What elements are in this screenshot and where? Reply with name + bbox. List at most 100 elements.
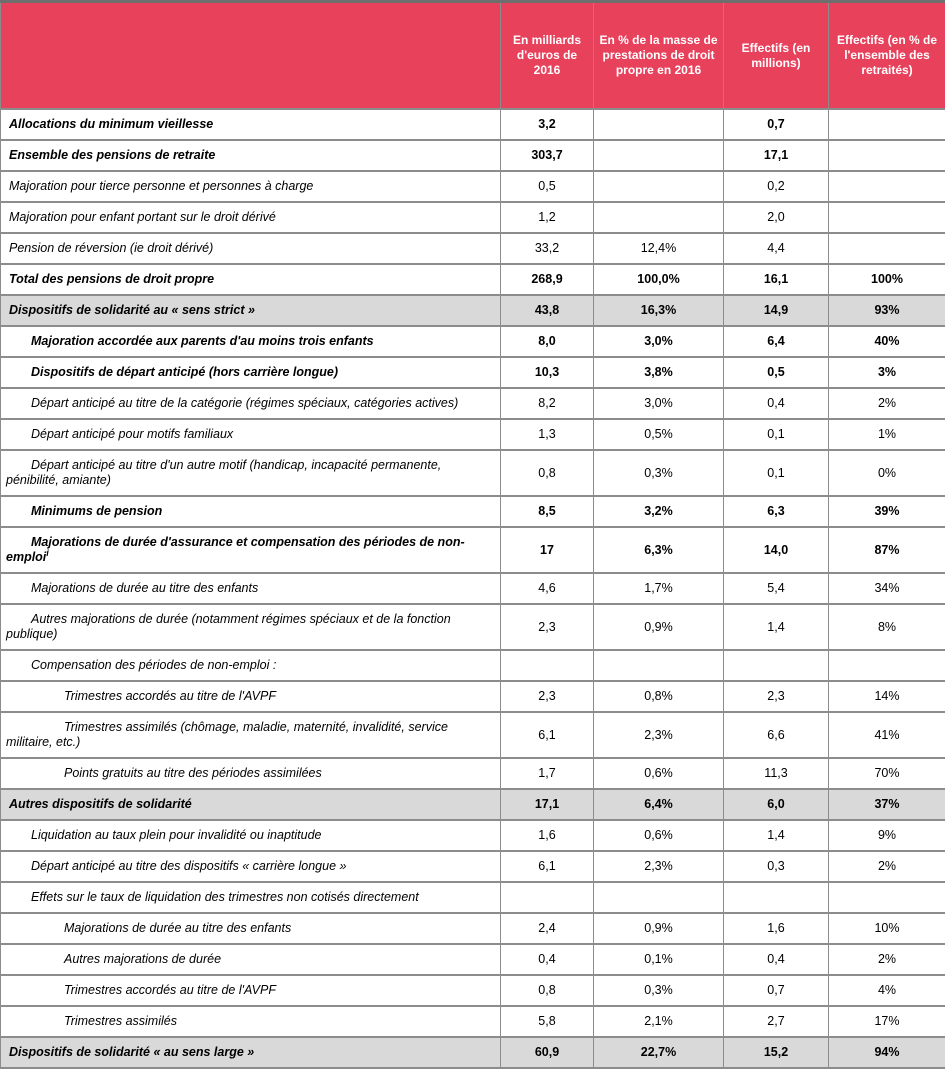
cell-value: 0,3: [723, 850, 829, 882]
table-row: Départ anticipé pour motifs familiaux 1,3…: [0, 418, 945, 450]
cell-value: 87%: [828, 526, 945, 573]
cell-value: 0,2: [723, 170, 829, 202]
cell-value: 34%: [828, 572, 945, 604]
cell-value: 14%: [828, 680, 945, 712]
cell-value: 93%: [828, 294, 945, 326]
cell-value: 17: [500, 526, 594, 573]
cell-value: 0,6%: [593, 757, 724, 789]
table-row: Départ anticipé au titre d'un autre moti…: [0, 449, 945, 496]
column-header: En % de la masse de prestations de droit…: [593, 1, 724, 110]
table-row: Majorations de durée au titre des enfant…: [0, 912, 945, 944]
cell-value: 5,8: [500, 1005, 594, 1037]
cell-value: 39%: [828, 495, 945, 527]
cell-value: 0,7: [723, 974, 829, 1006]
cell-value: 1,7%: [593, 572, 724, 604]
cell-value: 3,2%: [593, 495, 724, 527]
cell-value: 1,6: [723, 912, 829, 944]
cell-value: 2,3%: [593, 711, 724, 758]
table-row: Majoration pour enfant portant sur le dr…: [0, 201, 945, 233]
cell-value: 0%: [828, 449, 945, 496]
cell-value: 1,2: [500, 201, 594, 233]
cell-value: 2%: [828, 850, 945, 882]
row-label: Trimestres assimilés (chômage, maladie, …: [0, 711, 501, 758]
row-label: Trimestres accordés au titre de l'AVPF: [0, 974, 501, 1006]
row-label: Départ anticipé pour motifs familiaux: [0, 418, 501, 450]
table-row: Ensemble des pensions de retraite 303,7 17…: [0, 139, 945, 171]
cell-value: [593, 649, 724, 681]
row-label: Points gratuits au titre des périodes as…: [0, 757, 501, 789]
row-label: Majorations de durée d'assurance et comp…: [0, 526, 501, 573]
cell-value: 0,4: [723, 943, 829, 975]
cell-value: [593, 139, 724, 171]
cell-value: 11,3: [723, 757, 829, 789]
row-label: Majoration accordée aux parents d'au moi…: [0, 325, 501, 357]
cell-value: [828, 881, 945, 913]
cell-value: 3,0%: [593, 387, 724, 419]
header-row: En milliards d'euros de 2016 En % de la m…: [0, 1, 945, 110]
cell-value: 14,9: [723, 294, 829, 326]
cell-value: 0,8: [500, 974, 594, 1006]
cell-value: [828, 649, 945, 681]
table-row: Départ anticipé au titre des dispositifs…: [0, 850, 945, 882]
table-row: Liquidation au taux plein pour invalidit…: [0, 819, 945, 851]
cell-value: 4,6: [500, 572, 594, 604]
cell-value: 0,6%: [593, 819, 724, 851]
cell-value: 268,9: [500, 263, 594, 295]
cell-value: [593, 170, 724, 202]
cell-value: 2,3: [500, 680, 594, 712]
row-label: Majorations de durée au titre des enfant…: [0, 912, 501, 944]
row-label: Dispositifs de départ anticipé (hors car…: [0, 356, 501, 388]
cell-value: 0,9%: [593, 912, 724, 944]
cell-value: 16,1: [723, 263, 829, 295]
row-label: Minimums de pension: [0, 495, 501, 527]
cell-value: 1,4: [723, 603, 829, 650]
cell-value: 22,7%: [593, 1036, 724, 1068]
table-row: Compensation des périodes de non-emploi …: [0, 649, 945, 681]
table-row: Majoration accordée aux parents d'au moi…: [0, 325, 945, 357]
cell-value: 0,3%: [593, 974, 724, 1006]
cell-value: 4,4: [723, 232, 829, 264]
cell-value: 1%: [828, 418, 945, 450]
cell-value: 0,3%: [593, 449, 724, 496]
table-row: Pension de réversion (ie droit dérivé) 33…: [0, 232, 945, 264]
table-row: Majorations de durée au titre des enfant…: [0, 572, 945, 604]
cell-value: [723, 649, 829, 681]
column-header: Effectifs (en millions): [723, 1, 829, 110]
row-label: Dispositifs de solidarité « au sens larg…: [0, 1036, 501, 1068]
cell-value: 6,3%: [593, 526, 724, 573]
cell-value: 17,1: [723, 139, 829, 171]
table-row: Trimestres assimilés (chômage, maladie, …: [0, 711, 945, 758]
row-label: Autres majorations de durée (notamment r…: [0, 603, 501, 650]
table-row: Majorations de durée d'assurance et comp…: [0, 526, 945, 573]
row-label: Allocations du minimum vieillesse: [9, 117, 214, 131]
cell-value: [593, 109, 724, 140]
row-label: Autres majorations de durée: [0, 943, 501, 975]
cell-value: 94%: [828, 1036, 945, 1068]
cell-value: 10,3: [500, 356, 594, 388]
table-row: Dispositifs de départ anticipé (hors car…: [0, 356, 945, 388]
cell-value: 3,2: [500, 109, 594, 140]
row-label: Majoration pour enfant portant sur le dr…: [0, 201, 501, 233]
cell-value: [828, 139, 945, 171]
cell-value: [593, 881, 724, 913]
row-label: Départ anticipé au titre de la catégorie…: [0, 387, 501, 419]
cell-value: 303,7: [500, 139, 594, 171]
cell-value: 2%: [828, 943, 945, 975]
table-row: Minimums de pension 8,5 3,2% 6,3 39%: [0, 495, 945, 527]
cell-value: [723, 881, 829, 913]
footnote-marker: i: [46, 547, 49, 558]
row-label: Pension de réversion (ie droit dérivé): [0, 232, 501, 264]
table-row: Total des pensions de droit propre 268,9 1…: [0, 263, 945, 295]
row-label: Autres dispositifs de solidarité: [0, 788, 501, 820]
cell-value: 3%: [828, 356, 945, 388]
column-header: Effectifs (en % de l'ensemble des retrai…: [828, 1, 945, 110]
cell-value: 8,5: [500, 495, 594, 527]
cell-value: [500, 649, 594, 681]
cell-value: 60,9: [500, 1036, 594, 1068]
cell-value: 8,2: [500, 387, 594, 419]
row-label: Départ anticipé au titre des dispositifs…: [0, 850, 501, 882]
table-row: Dispositifs de solidarité « au sens larg…: [0, 1036, 945, 1068]
cell-value: 6,0: [723, 788, 829, 820]
cell-value: 2%: [828, 387, 945, 419]
row-label: Départ anticipé au titre d'un autre moti…: [0, 449, 501, 496]
